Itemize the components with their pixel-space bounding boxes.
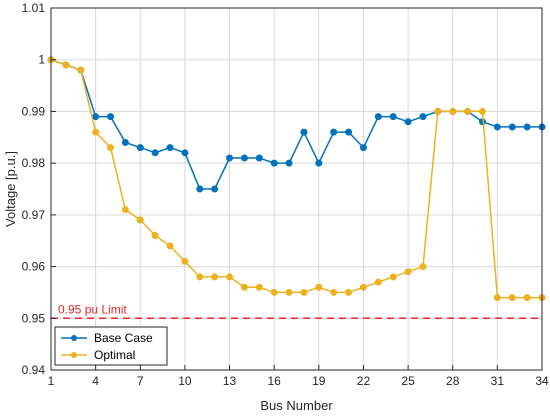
y-tick-label: 1.01 xyxy=(22,1,46,15)
data-point-optimal xyxy=(300,288,308,296)
data-point-optimal xyxy=(151,232,159,240)
data-point-optimal xyxy=(121,206,129,214)
data-point-optimal xyxy=(181,257,189,265)
x-tick-label: 13 xyxy=(223,374,237,388)
data-point-optimal xyxy=(240,283,248,291)
data-point-base-case xyxy=(226,154,234,162)
data-point-optimal xyxy=(374,278,382,286)
y-tick-label: 0.96 xyxy=(22,260,46,274)
data-point-base-case xyxy=(508,123,516,131)
y-tick-label: 0.98 xyxy=(22,156,46,170)
data-point-optimal xyxy=(92,128,100,136)
data-point-optimal xyxy=(419,263,427,271)
x-tick-label: 28 xyxy=(446,374,460,388)
x-axis-ticks: 1 4 7 10 13 16 19 22 25 28 31 34 xyxy=(48,365,549,388)
data-point-optimal xyxy=(226,273,234,281)
x-tick-label: 7 xyxy=(137,374,144,388)
limit-line-label: 0.95 pu Limit xyxy=(58,302,127,316)
data-point-optimal xyxy=(493,294,501,302)
y-axis-title: Voltage [p.u.] xyxy=(3,151,18,227)
data-point-optimal xyxy=(449,107,457,115)
x-tick-label: 1 xyxy=(48,374,55,388)
data-point-base-case xyxy=(270,159,278,167)
data-point-base-case xyxy=(493,123,501,131)
data-point-base-case xyxy=(121,138,129,146)
data-point-optimal xyxy=(508,294,516,302)
x-tick-label: 22 xyxy=(357,374,371,388)
y-axis-ticks: 0.94 0.95 0.96 0.97 0.98 0.99 1 1.01 xyxy=(22,1,56,377)
data-point-base-case xyxy=(92,113,100,121)
y-tick-label: 0.97 xyxy=(22,208,46,222)
y-tick-label: 0.94 xyxy=(22,363,46,377)
data-point-base-case xyxy=(330,128,338,136)
data-point-optimal xyxy=(107,144,115,152)
series-line-optimal xyxy=(50,58,542,299)
data-point-base-case xyxy=(300,128,308,136)
data-point-base-case xyxy=(285,159,293,167)
data-point-base-case xyxy=(211,185,219,193)
x-axis-title: Bus Number xyxy=(260,398,333,413)
data-point-base-case xyxy=(389,113,397,121)
data-point-base-case xyxy=(136,144,144,152)
data-point-base-case xyxy=(374,113,382,121)
x-tick-label: 31 xyxy=(491,374,505,388)
plot-area-frame xyxy=(50,7,543,371)
data-point-optimal xyxy=(196,273,204,281)
data-point-base-case xyxy=(240,154,248,162)
y-tick-label: 0.95 xyxy=(22,311,46,325)
data-point-optimal xyxy=(62,61,70,69)
data-point-base-case xyxy=(404,118,412,126)
legend-label-optimal: Optimal xyxy=(94,348,135,362)
y-tick-label: 1 xyxy=(38,53,45,67)
series-optimal xyxy=(47,56,546,302)
data-point-base-case xyxy=(181,149,189,157)
data-point-optimal xyxy=(330,288,338,296)
data-point-optimal xyxy=(404,268,412,276)
data-point-optimal xyxy=(77,66,85,74)
legend-swatch-marker-base-case xyxy=(71,335,77,341)
data-point-base-case xyxy=(166,144,174,152)
data-point-optimal xyxy=(166,242,174,250)
legend: Base Case Optimal xyxy=(54,326,168,366)
data-point-optimal xyxy=(136,216,144,224)
y-tick-label: 0.99 xyxy=(22,104,46,118)
data-point-base-case xyxy=(107,113,115,121)
legend-swatch-marker-optimal xyxy=(71,352,77,358)
x-tick-label: 25 xyxy=(401,374,415,388)
data-point-optimal xyxy=(478,107,486,115)
data-point-optimal xyxy=(464,107,472,115)
data-point-optimal xyxy=(285,288,293,296)
data-point-base-case xyxy=(419,113,427,121)
data-point-optimal xyxy=(434,107,442,115)
data-point-base-case xyxy=(151,149,159,157)
data-point-base-case xyxy=(523,123,531,131)
data-point-base-case xyxy=(359,144,367,152)
data-point-base-case xyxy=(196,185,204,193)
x-tick-label: 19 xyxy=(312,374,326,388)
x-tick-label: 10 xyxy=(178,374,192,388)
data-point-optimal xyxy=(270,288,278,296)
data-point-base-case xyxy=(315,159,323,167)
data-point-optimal xyxy=(255,283,263,291)
data-point-optimal xyxy=(211,273,219,281)
data-point-optimal xyxy=(389,273,397,281)
legend-box xyxy=(54,326,168,366)
x-tick-label: 34 xyxy=(535,374,549,388)
x-tick-label: 4 xyxy=(92,374,99,388)
legend-label-base-case: Base Case xyxy=(94,331,153,345)
x-tick-label: 16 xyxy=(268,374,282,388)
data-point-base-case xyxy=(255,154,263,162)
data-point-optimal xyxy=(315,283,323,291)
data-point-optimal xyxy=(345,288,353,296)
data-point-optimal xyxy=(523,294,531,302)
data-point-base-case xyxy=(345,128,353,136)
data-point-optimal xyxy=(359,283,367,291)
